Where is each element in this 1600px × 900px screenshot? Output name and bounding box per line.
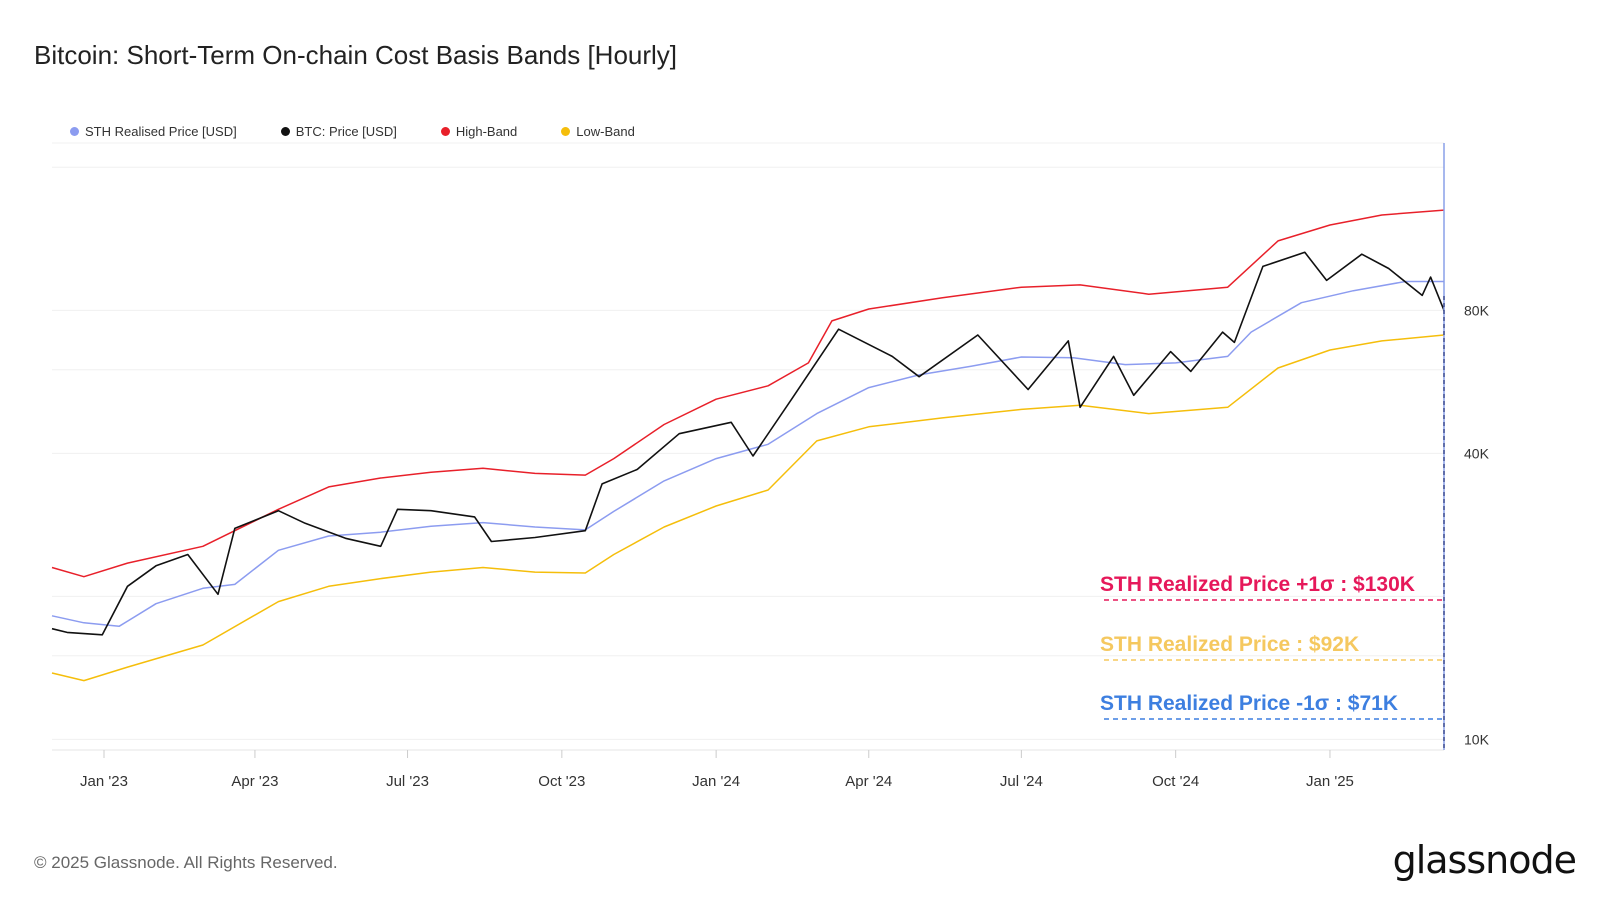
legend-item-low-band[interactable]: Low-Band — [561, 124, 635, 139]
series-line-low-band[interactable] — [51, 334, 1445, 682]
series-line-high-band[interactable] — [51, 209, 1445, 578]
legend-label: High-Band — [455, 124, 518, 139]
legend-dot — [561, 127, 571, 136]
legend-label: STH Realised Price [USD] — [85, 124, 237, 139]
legend-label: BTC: Price [USD] — [295, 124, 397, 139]
y-axis: 10K 40K 80K — [1464, 302, 1490, 747]
chart-legend: STH Realised Price [USD] BTC: Price [USD… — [70, 124, 635, 139]
series-line-btc-price-usd[interactable] — [51, 251, 1445, 636]
legend-label: Low-Band — [576, 124, 635, 139]
legend-dot — [280, 127, 290, 136]
annotation-label: STH Realized Price +1σ : $130K — [1100, 573, 1415, 596]
series-lines — [51, 143, 1445, 750]
y-tick-label: 10K — [1464, 731, 1490, 747]
legend-dot — [70, 127, 79, 136]
x-tick-label: Jul '24 — [1000, 773, 1043, 790]
legend-item-sth-realised-price[interactable]: STH Realised Price [USD] — [70, 124, 237, 139]
glassnode-logo[interactable]: glassnode — [1392, 838, 1577, 882]
legend-dot — [440, 127, 450, 136]
x-tick-label: Jan '25 — [1306, 773, 1354, 790]
chart-title: Bitcoin: Short-Term On-chain Cost Basis … — [34, 40, 678, 70]
annotations: STH Realized Price +1σ : $130K STH Realiz… — [1100, 296, 1445, 750]
y-tick-label: 40K — [1464, 445, 1490, 461]
legend-item-btc-price[interactable]: BTC: Price [USD] — [280, 124, 397, 139]
annotation-label: STH Realized Price : $92K — [1100, 633, 1359, 656]
x-tick-label: Oct '24 — [1152, 773, 1199, 790]
x-axis: Jan '23 Apr '23 Jul '23 Oct '23 Jan '24 Apr '… — [80, 750, 1354, 790]
annotation-label: STH Realized Price -1σ : $71K — [1100, 692, 1398, 715]
x-tick-label: Oct '23 — [538, 773, 585, 790]
x-tick-label: Apr '23 — [231, 773, 278, 790]
x-tick-label: Jul '23 — [386, 773, 429, 790]
y-tick-label: 80K — [1464, 302, 1490, 318]
grid-lines — [52, 142, 1444, 751]
x-tick-label: Jan '23 — [80, 773, 128, 790]
copyright-text: © 2025 Glassnode. All Rights Reserved. — [34, 853, 338, 872]
x-tick-label: Apr '24 — [845, 773, 892, 790]
series-line-sth-realised-price-usd[interactable] — [51, 280, 1444, 628]
legend-item-high-band[interactable]: High-Band — [440, 124, 518, 139]
x-tick-label: Jan '24 — [692, 773, 740, 790]
